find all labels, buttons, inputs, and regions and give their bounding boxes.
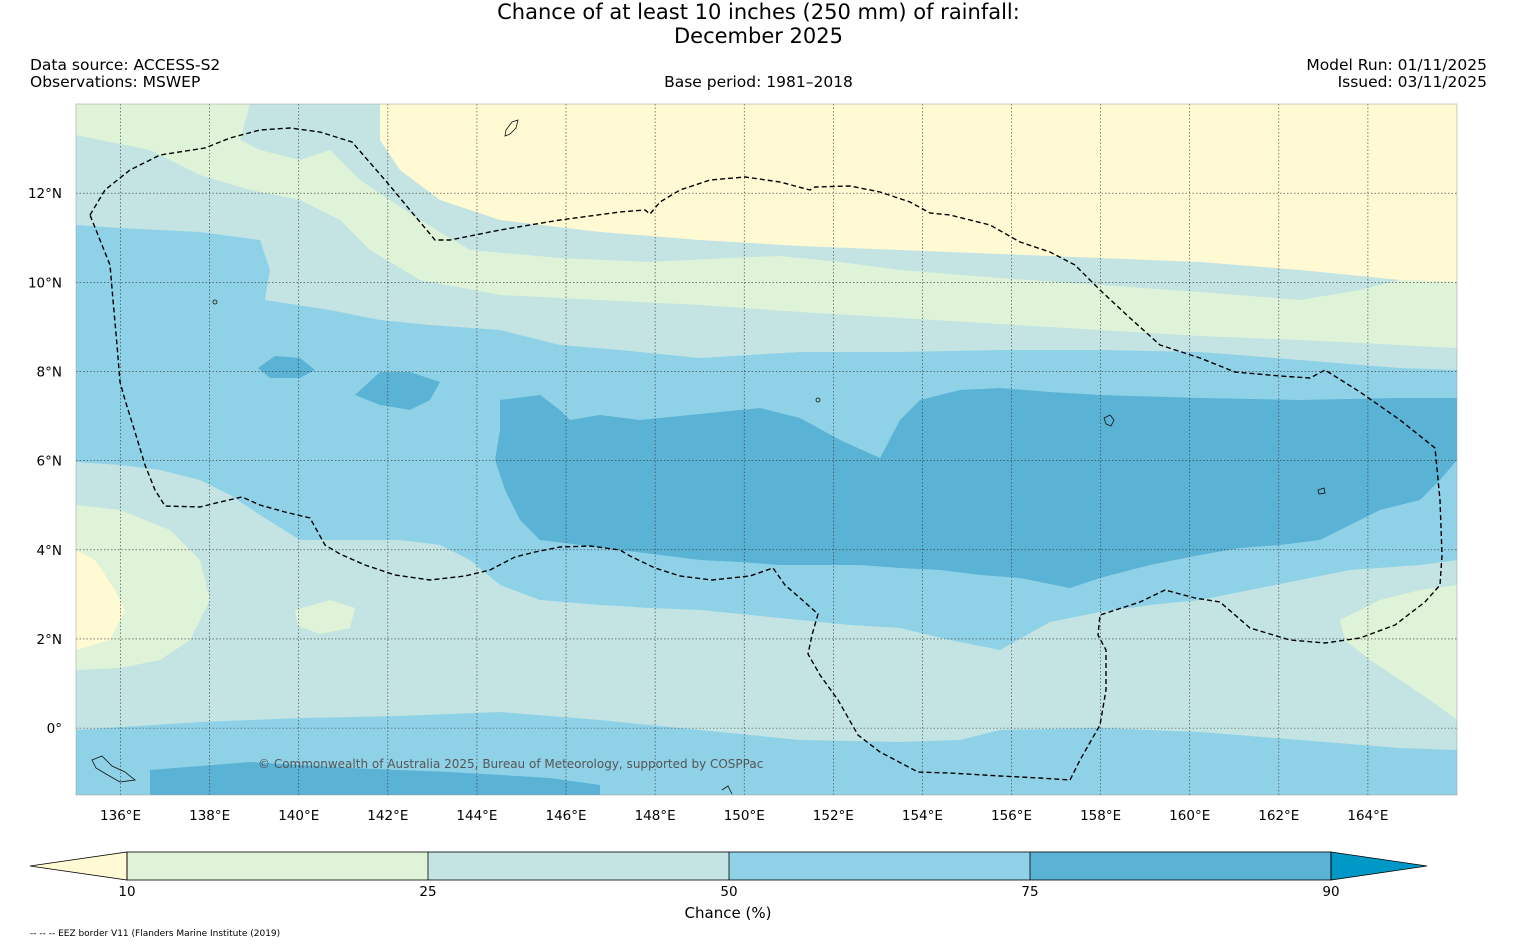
band-75-90-patch-a	[258, 356, 315, 378]
band-75-90-core	[495, 388, 1457, 588]
lon-label: 164°E	[1347, 808, 1388, 824]
lat-label: 2°N	[37, 632, 62, 648]
lon-label: 148°E	[635, 808, 676, 824]
lat-label: 10°N	[28, 275, 62, 291]
colorbar-high-extension	[1330, 851, 1428, 881]
band-75-90-patch-b	[355, 372, 440, 410]
colorbar-tick-10: 10	[118, 884, 135, 900]
island-pohnpei	[1103, 414, 1115, 427]
lat-label: 4°N	[37, 543, 62, 559]
graticule	[76, 104, 1457, 795]
colorbar-tick-50: 50	[720, 884, 737, 900]
data-source-label: Data source: ACCESS-S2	[30, 56, 221, 74]
band-lt10-southwest	[76, 550, 125, 650]
islands	[91, 119, 1326, 795]
colorbar-bin-25-50	[428, 852, 729, 880]
eez-border	[89, 127, 1443, 781]
island-new-guinea-coast	[91, 755, 136, 783]
map-title-line2: December 2025	[673, 24, 843, 48]
colorbar-tick-25: 25	[419, 884, 436, 900]
colorbar-label: Chance (%)	[685, 904, 772, 922]
observations-label: Observations: MSWEP	[30, 73, 201, 91]
island-chuuk	[815, 397, 821, 403]
colorbar-bin-10-25	[127, 852, 428, 880]
band-10-25-north	[76, 104, 1457, 348]
island-manus	[721, 785, 733, 795]
island-yap	[212, 299, 218, 305]
lon-label: 144°E	[456, 808, 497, 824]
lon-label: 162°E	[1258, 808, 1299, 824]
latitude-labels: 12°N 10°N 8°N 6°N 4°N 2°N 0°	[28, 186, 62, 737]
lat-label: 8°N	[37, 364, 62, 380]
lon-label: 158°E	[1080, 808, 1121, 824]
colorbar: 10 25 50 75 90 Chance (%)	[29, 851, 1428, 922]
colorbar-tick-90: 90	[1322, 884, 1339, 900]
lon-label: 152°E	[813, 808, 854, 824]
colorbar-low-extension	[29, 851, 128, 881]
lat-label: 12°N	[28, 186, 62, 202]
band-10-25-patch-c	[295, 600, 355, 634]
colorbar-bin-75-90	[1030, 852, 1331, 880]
colorbar-dividers	[126, 851, 1332, 881]
lon-label: 142°E	[367, 808, 408, 824]
base-period-label: Base period: 1981–2018	[664, 73, 853, 91]
colorbar-tick-75: 75	[1021, 884, 1038, 900]
issued-label: Issued: 03/11/2025	[1337, 73, 1487, 91]
lon-label: 146°E	[546, 808, 587, 824]
lon-label: 140°E	[278, 808, 319, 824]
map-frame	[75, 103, 1458, 796]
map-title-line1: Chance of at least 10 inches (250 mm) of…	[497, 0, 1020, 24]
eez-legend-note: -- -- -- EEZ border V11 (Flanders Marine…	[30, 929, 281, 939]
lon-label: 136°E	[100, 808, 141, 824]
band-lt10-north	[380, 104, 1457, 282]
island-guam	[504, 119, 519, 137]
lon-label: 156°E	[991, 808, 1032, 824]
copyright-note: © Commonwealth of Australia 2025, Bureau…	[258, 757, 763, 771]
band-10-25-southeast	[1340, 585, 1457, 720]
island-kosrae	[1317, 487, 1326, 495]
lat-label: 6°N	[37, 454, 62, 470]
colorbar-bin-50-75	[729, 852, 1030, 880]
lon-label: 150°E	[724, 808, 765, 824]
map-plot-area: © Commonwealth of Australia 2025, Bureau…	[76, 104, 1457, 795]
longitude-labels: 136°E 138°E 140°E 142°E 144°E 146°E 148°E 150°E…	[100, 808, 1388, 824]
band-75-90-south	[150, 762, 600, 795]
lon-label: 160°E	[1169, 808, 1210, 824]
lon-label: 138°E	[189, 808, 230, 824]
lon-label: 154°E	[902, 808, 943, 824]
lat-label: 0°	[47, 721, 62, 737]
model-run-label: Model Run: 01/11/2025	[1306, 56, 1487, 74]
